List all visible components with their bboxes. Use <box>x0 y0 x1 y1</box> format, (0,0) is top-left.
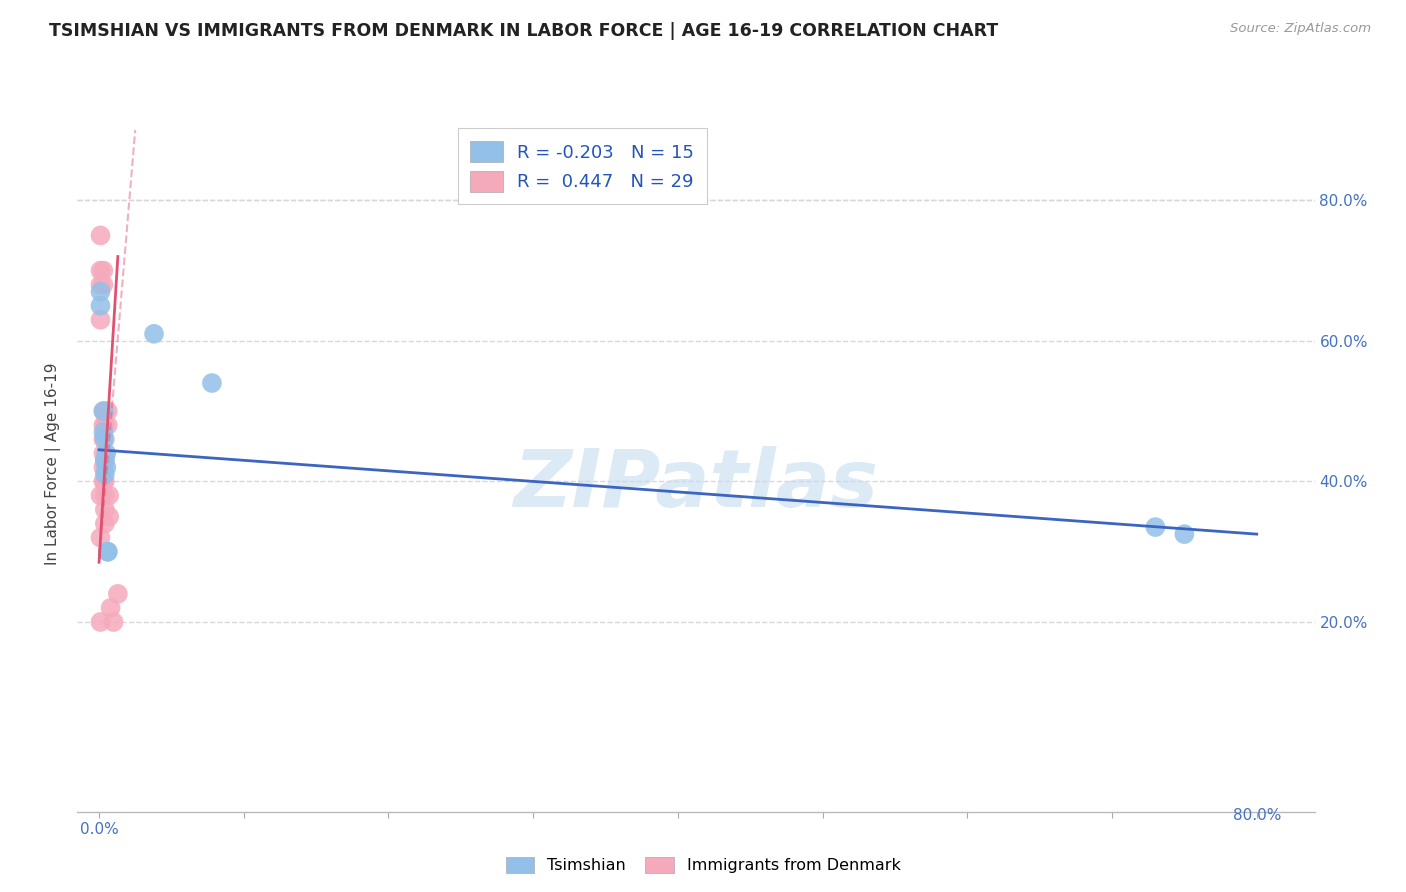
Y-axis label: In Labor Force | Age 16-19: In Labor Force | Age 16-19 <box>45 362 62 566</box>
Point <box>103 615 125 629</box>
Point <box>100 601 122 615</box>
Point <box>97 544 120 558</box>
Point <box>89 277 111 292</box>
Point <box>93 404 115 418</box>
Point <box>93 277 115 292</box>
Point <box>93 418 115 433</box>
Point <box>93 475 115 489</box>
Point <box>93 425 115 440</box>
Text: ZIPatlas: ZIPatlas <box>513 446 879 524</box>
Point <box>97 544 120 558</box>
Point <box>89 615 111 629</box>
Point <box>201 376 224 390</box>
Point <box>89 285 111 299</box>
Text: 80.0%: 80.0% <box>1233 808 1281 823</box>
Point <box>94 516 117 531</box>
Point <box>94 453 117 467</box>
Point <box>96 460 118 475</box>
Point <box>89 488 111 502</box>
Point <box>94 475 117 489</box>
Point <box>94 432 117 446</box>
Point <box>98 509 121 524</box>
Legend: Tsimshian, Immigrants from Denmark: Tsimshian, Immigrants from Denmark <box>499 850 907 880</box>
Point <box>89 263 111 277</box>
Point <box>98 488 121 502</box>
Point <box>94 453 117 467</box>
Text: TSIMSHIAN VS IMMIGRANTS FROM DENMARK IN LABOR FORCE | AGE 16-19 CORRELATION CHAR: TSIMSHIAN VS IMMIGRANTS FROM DENMARK IN … <box>49 22 998 40</box>
Point <box>93 460 115 475</box>
Point <box>1144 520 1167 534</box>
Point <box>94 467 117 482</box>
Point <box>89 531 111 545</box>
Point <box>93 263 115 277</box>
Text: Source: ZipAtlas.com: Source: ZipAtlas.com <box>1230 22 1371 36</box>
Point <box>89 228 111 243</box>
Point <box>97 418 120 433</box>
Point <box>94 488 117 502</box>
Point <box>1173 527 1195 541</box>
Point <box>93 404 115 418</box>
Point <box>97 404 120 418</box>
Point <box>93 432 115 446</box>
Point <box>89 312 111 326</box>
Point <box>107 587 129 601</box>
Point <box>94 418 117 433</box>
Point <box>94 502 117 516</box>
Point <box>89 299 111 313</box>
Legend: R = -0.203   N = 15, R =  0.447   N = 29: R = -0.203 N = 15, R = 0.447 N = 29 <box>457 128 707 204</box>
Point <box>94 404 117 418</box>
Point <box>96 446 118 460</box>
Point <box>93 446 115 460</box>
Point <box>143 326 166 341</box>
